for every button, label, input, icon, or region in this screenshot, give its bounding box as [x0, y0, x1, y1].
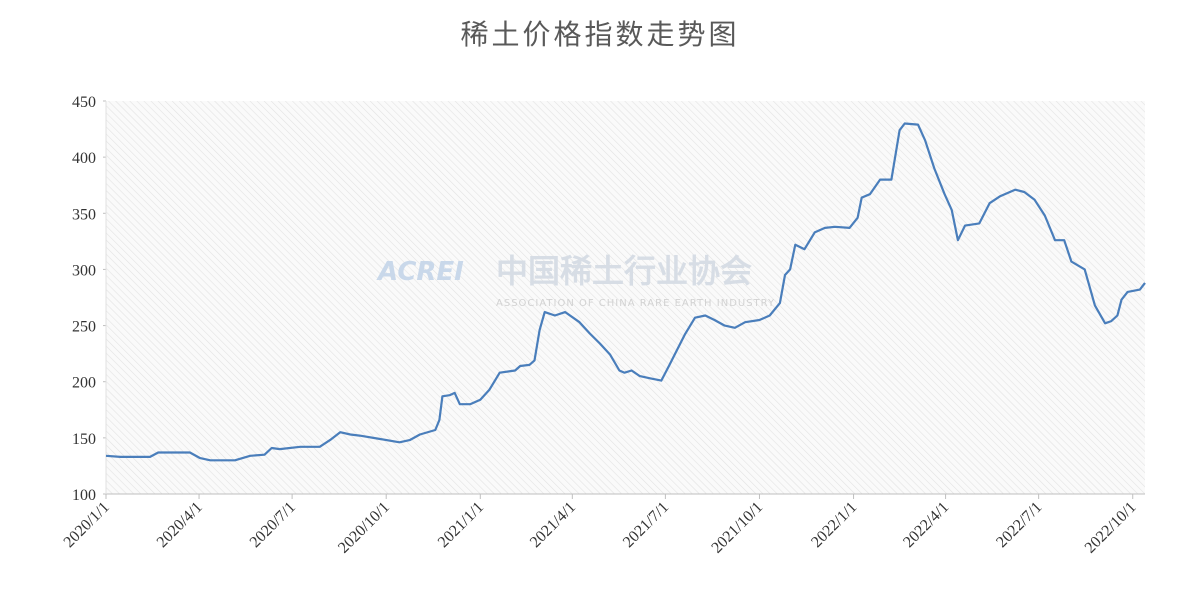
watermark-name: 中国稀土行业协会	[496, 252, 752, 290]
y-tick-label: 350	[72, 206, 96, 223]
y-tick-label: 150	[72, 431, 96, 448]
y-tick-label: 450	[72, 94, 96, 111]
y-tick-label: 100	[72, 487, 96, 504]
chart-title: 稀土价格指数走势图	[460, 19, 739, 51]
x-tick-label: 2022/7/1	[993, 499, 1045, 551]
y-tick-label: 250	[72, 319, 96, 336]
data-line	[105, 122, 1146, 462]
x-tick-label: 2020/4/1	[154, 499, 206, 551]
x-tick-label: 2021/7/1	[620, 499, 672, 551]
x-tick-label: 2020/7/1	[247, 499, 299, 551]
x-tick-label: 2021/1/1	[435, 499, 487, 551]
x-tick-label: 2022/10/1	[1082, 499, 1140, 557]
x-tick-label: 2021/10/1	[708, 499, 766, 557]
x-tick-label: 2022/1/1	[808, 499, 860, 551]
plot-area	[106, 101, 1145, 494]
x-tick-label: 2020/10/1	[335, 499, 393, 557]
x-tick-label: 2022/4/1	[900, 499, 952, 551]
watermark-logo: ACREI	[376, 257, 464, 287]
x-tick-label: 2020/1/1	[61, 499, 113, 551]
x-tick-label: 2021/4/1	[527, 499, 579, 551]
y-tick-label: 400	[72, 150, 96, 167]
watermark-subtitle: ASSOCIATION OF CHINA RARE EARTH INDUSTRY	[496, 298, 775, 309]
y-tick-label: 200	[72, 375, 96, 392]
y-tick-label: 300	[72, 262, 96, 279]
